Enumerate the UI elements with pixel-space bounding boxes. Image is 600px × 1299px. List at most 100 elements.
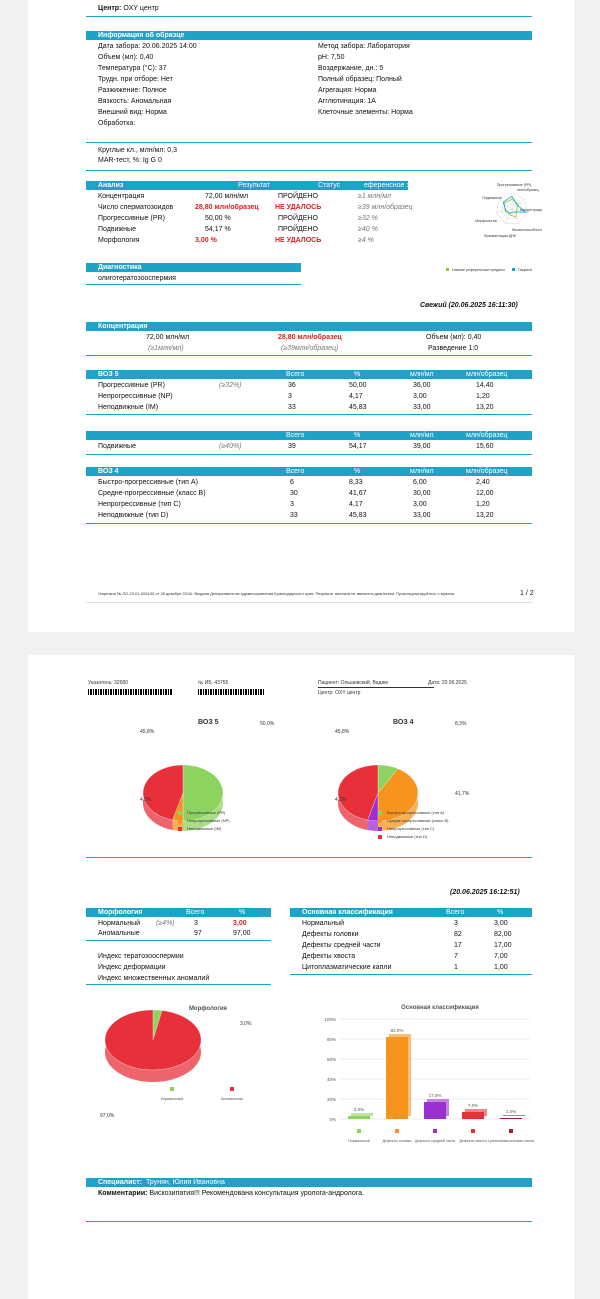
who4-cell: 6 (290, 479, 294, 486)
who5-cell: 13,20 (476, 404, 494, 411)
pie-value-label: 45,8% (335, 729, 350, 735)
bar-legend-label: Цитоплазматические капли (488, 1139, 534, 1143)
morphology-pie-title: Морфология (189, 1005, 228, 1012)
legend-label: Непрогрессивные (NP) (187, 818, 230, 823)
pie-value-label: 41,7% (455, 791, 470, 797)
legend-swatch-ref (446, 268, 449, 271)
classif-name: Нормальный (302, 920, 345, 927)
legend-swatch (378, 835, 382, 839)
analysis-ref: ≥40 % (358, 226, 378, 233)
radar-chart: Прогрессивные (PR)млн/образец Концентраци… (446, 183, 542, 272)
classif-name: Дефекты хвоста (302, 953, 356, 960)
legend-label: Неподвижные (тип D) (387, 834, 428, 839)
analysis-status: ПРОЙДЕНО (278, 215, 318, 222)
who4-cell: 6,00 (413, 479, 427, 486)
bar (348, 1116, 370, 1119)
analysis-ref: ≥4 % (358, 237, 374, 244)
bar-legend-swatch (509, 1129, 513, 1133)
pie-who5-chart: 50,0% 4,2% 45,8% ВОЗ 5 (140, 719, 275, 831)
classif-total: 1 (454, 964, 458, 971)
radar-grid-ring (506, 203, 518, 214)
pie-slice (337, 764, 379, 821)
legend-label: Быстро-прогрессивные (тип A) (387, 810, 445, 815)
morph-legend-label: Аномальные (221, 1097, 244, 1101)
radar-patient-series (502, 195, 528, 214)
ib-number: № ИБ: 43755 (198, 680, 229, 686)
sample-field: Внешний вид: Норма (98, 109, 167, 116)
specialist-bar: Специалист: Трунян, Юлия Ивановна (86, 1178, 532, 1187)
who5-cell: 4,17 (349, 393, 363, 400)
who4-name: Неподвижные (тип D) (98, 512, 169, 519)
bar-ytick-label: 20% (327, 1097, 336, 1102)
fresh-timestamp: Свежий (20.06.2025 16:11:30) (420, 302, 518, 309)
morph-legend-label: Нормальный (161, 1097, 184, 1101)
radar-axis-label: Подвижные (482, 196, 502, 200)
legend-label: Непрогрессивные (тип C) (387, 826, 435, 831)
analysis-value: 3,00 % (195, 237, 217, 244)
bar-legend-swatch (395, 1129, 399, 1133)
radar-axis (504, 208, 513, 224)
bar-chart-title: Основная классификация (401, 1004, 479, 1011)
classification-header: Основная классификация Всего % (290, 908, 532, 917)
pie-value-label: 45,8% (140, 729, 155, 735)
who5-cell: 3 (288, 393, 292, 400)
bar-legend-swatch (433, 1129, 437, 1133)
who4-cell: 4,17 (349, 501, 363, 508)
bar-legend-swatch (357, 1129, 361, 1133)
legend-label: Неподвижные (IM) (187, 826, 222, 831)
license-footer: Лицензия № ЛО-23-01-006133 от 28 декабря… (98, 591, 456, 596)
morph-index: Индекс деформации (98, 964, 166, 971)
sample-field: Обработка: (98, 120, 136, 127)
who4-cell: 3 (290, 501, 294, 508)
analysis-status: НЕ УДАЛОСЬ (275, 204, 322, 211)
who4-cell: 30 (290, 490, 298, 497)
classif-total: 82 (454, 931, 462, 938)
patient-name: Пациент: Ольшевский, Вадим (318, 680, 388, 686)
morph-header: Морфология Всего % (86, 908, 271, 917)
radar-axis-label: Морфология (475, 219, 496, 223)
sample-field: Разжижение: Полное (98, 87, 167, 94)
radar-axis-label: Жизнеспособность (512, 228, 542, 232)
who4-name: Быстро-прогрессивные (тип A) (98, 479, 198, 486)
legend-swatch (178, 827, 182, 831)
radar-grid-ring (496, 192, 528, 224)
morph-legend-swatch (230, 1087, 234, 1091)
who4-cell: 45,83 (349, 512, 367, 519)
diagnosis-header: Диагностика (86, 263, 301, 272)
who4-name: Непрогрессивные (тип C) (98, 501, 181, 508)
who4-cell: 8,33 (349, 479, 363, 486)
bar-legend-label: Дефекты головки (382, 1139, 411, 1143)
analysis-ref: ≥1 млн/мл (358, 193, 391, 200)
classif-name: Цитоплазматические капли (302, 964, 392, 971)
barcode-2 (198, 689, 264, 695)
morph-index: Индекс множественных аномалий (98, 975, 210, 982)
pie-slice (104, 1009, 202, 1071)
who5-cell: 33,00 (413, 404, 431, 411)
who4-cell: 3,00 (413, 501, 427, 508)
mar-test: MAR-тест, %: Ig G 0 (98, 157, 162, 164)
legend-swatch-patient (512, 268, 515, 271)
legend-swatch (378, 811, 382, 815)
sample-field: Метод забора: Лаборатория (318, 43, 410, 50)
analysis-name: Морфология (98, 237, 140, 244)
bar-ytick-label: 60% (327, 1057, 336, 1062)
bar-value-label: 17,0% (429, 1093, 442, 1098)
diagnosis-value: олиготератозооспермия (98, 275, 176, 282)
pie-slice-side (367, 820, 378, 831)
bar (500, 1118, 522, 1119)
pie-slice (377, 768, 419, 822)
legend-swatch (378, 819, 382, 823)
bar (424, 1102, 446, 1119)
report-page-2: Указатель: 32680 № ИБ: 43755 Пациент: Ол… (28, 655, 574, 1299)
bar-legend-label: Дефекты хвоста (459, 1139, 486, 1143)
radar-axis-label: Прогрессивные (PR) (497, 183, 531, 187)
barcode-1 (88, 689, 172, 695)
analysis-status: ПРОЙДЕНО (278, 193, 318, 200)
who5-ref: (≥32%) (219, 382, 242, 389)
classification-bar-chart: Основная классификация 0% 20% 40% 60% 80% 100%… (324, 1004, 534, 1143)
classif-total: 7 (454, 953, 458, 960)
legend-patient-label: Пациент (518, 268, 533, 272)
analysis-value: 54,17 % (205, 226, 231, 233)
bar-legend-label: Нормальный (348, 1139, 370, 1143)
sample-field: Температура (°C): 37 (98, 65, 167, 72)
